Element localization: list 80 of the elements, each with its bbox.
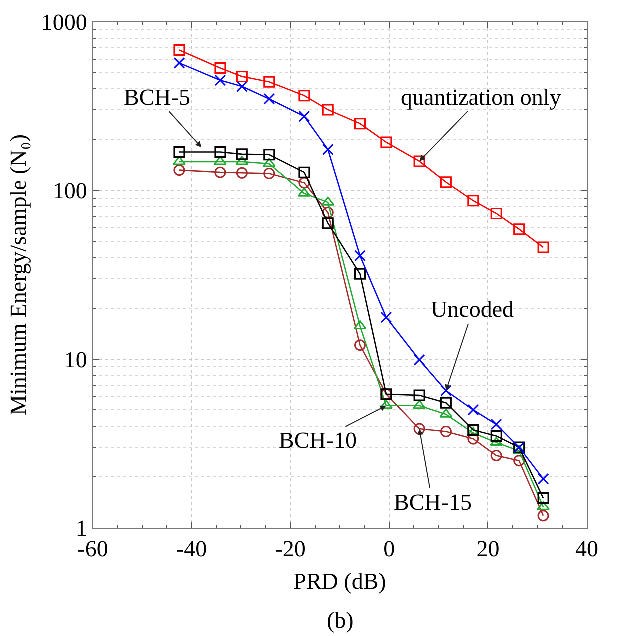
point: [538, 242, 550, 254]
point: [214, 156, 227, 166]
point: [440, 408, 453, 418]
point: [380, 136, 392, 148]
point: [214, 74, 226, 86]
point: [514, 224, 526, 236]
y-axis-title: Minimum Energy/sample (N₀): [6, 134, 31, 416]
point: [468, 195, 480, 207]
point: [354, 250, 366, 262]
y-tick-label: 1000: [41, 10, 88, 36]
point: [322, 104, 334, 116]
x-tick-label: 0: [384, 536, 396, 562]
point: [538, 473, 550, 485]
point: [298, 90, 310, 102]
x-tick-label: -20: [275, 536, 306, 562]
point: [298, 110, 310, 122]
x-axis-title: PRD (dB): [294, 569, 386, 594]
annotation: BCH-15: [394, 490, 472, 515]
point: [298, 166, 310, 178]
point: [354, 118, 366, 130]
annotation: BCH-10: [279, 428, 357, 453]
point: [490, 430, 502, 442]
point: [214, 62, 226, 74]
point: [490, 450, 502, 462]
point: [214, 146, 226, 158]
point: [354, 320, 367, 330]
point: [490, 437, 504, 446]
annotation: BCH-5: [124, 85, 190, 110]
point: [236, 70, 248, 82]
point: [322, 144, 334, 156]
point: [440, 385, 452, 397]
point: [514, 455, 526, 467]
point: [413, 400, 426, 410]
y-tick-label: 10: [64, 347, 88, 372]
point: [236, 148, 248, 160]
point: [174, 164, 186, 176]
y-tick-label: 100: [52, 178, 88, 204]
point: [236, 167, 248, 179]
point: [262, 158, 276, 168]
point: [264, 168, 276, 180]
point: [414, 423, 426, 435]
point: [414, 390, 426, 402]
point: [298, 188, 311, 197]
point: [264, 76, 276, 88]
point: [440, 176, 452, 188]
point: [468, 424, 480, 436]
point: [414, 354, 426, 366]
point: [414, 156, 426, 168]
point: [322, 196, 335, 206]
x-tick-label: -40: [176, 536, 208, 562]
point: [538, 492, 550, 504]
point: [172, 156, 186, 166]
point: [466, 427, 480, 436]
point: [354, 340, 366, 352]
point: [537, 501, 550, 510]
point: [174, 44, 186, 56]
point: [380, 312, 392, 324]
text: (b): [327, 608, 354, 633]
point: [380, 400, 393, 410]
point: [322, 206, 334, 218]
point: [236, 156, 249, 166]
point: [214, 166, 226, 178]
point: [264, 93, 276, 105]
point: [440, 426, 452, 438]
point: [174, 57, 186, 69]
point: [490, 418, 502, 430]
x-tick-label: 40: [576, 536, 598, 562]
point: [174, 146, 186, 158]
point: [322, 218, 334, 230]
annotation: quantization only: [401, 85, 562, 110]
point: [298, 177, 310, 189]
point: [468, 433, 480, 445]
point: [264, 149, 276, 161]
x-tick-label: 20: [476, 536, 500, 562]
point: [440, 397, 452, 409]
point: [468, 404, 480, 416]
annotation: Uncoded: [431, 297, 515, 322]
point: [354, 268, 366, 280]
point: [538, 510, 550, 522]
point: [490, 208, 502, 220]
